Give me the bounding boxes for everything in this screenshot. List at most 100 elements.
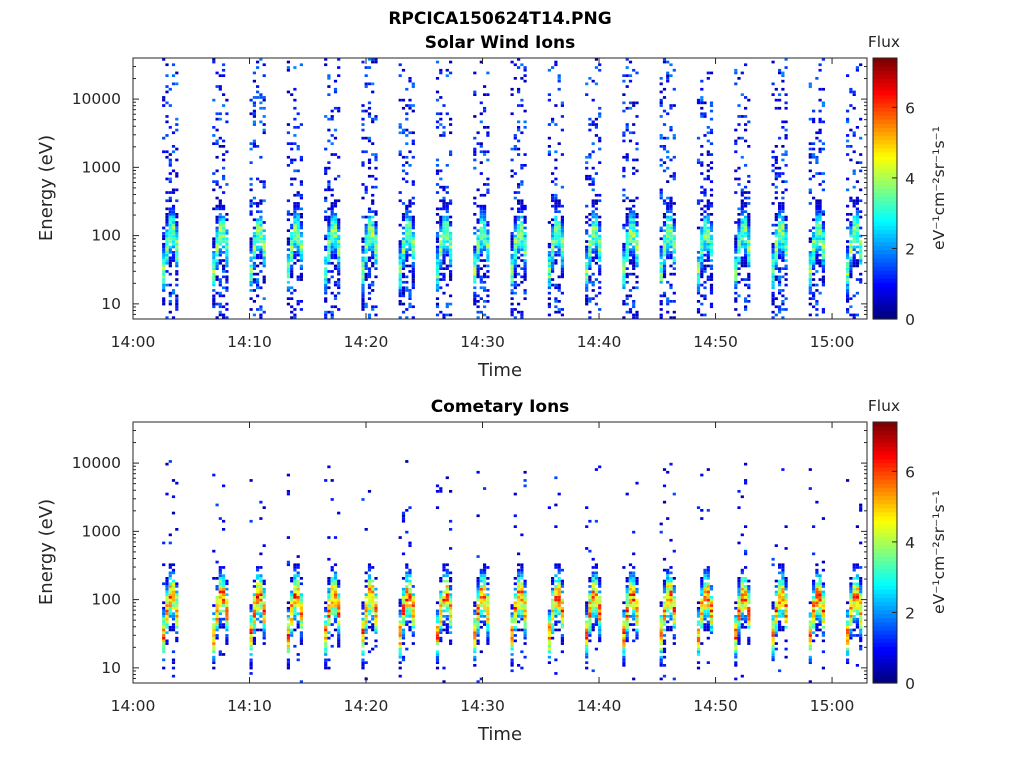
spectrogram-cell xyxy=(855,202,859,205)
spectrogram-cell xyxy=(293,256,297,260)
spectrogram-cell xyxy=(411,596,415,599)
spectrogram-cell xyxy=(162,275,166,279)
spectrogram-cell xyxy=(374,615,378,618)
spectrogram-cell xyxy=(225,183,229,186)
spectrogram-cell xyxy=(262,590,266,594)
spectrogram-cell xyxy=(337,58,341,61)
spectrogram-cell xyxy=(744,305,748,309)
spectrogram-cell xyxy=(513,525,517,528)
spectrogram-cell xyxy=(547,256,551,260)
spectrogram-cell xyxy=(296,145,300,148)
spectrogram-cell xyxy=(212,639,216,643)
spectrogram-cell xyxy=(744,256,748,260)
spectrogram-cell xyxy=(551,278,555,281)
spectrogram-cell xyxy=(622,661,626,664)
spectrogram-cell xyxy=(706,253,710,257)
spectrogram-cell xyxy=(588,248,592,251)
spectrogram-cell xyxy=(483,85,487,88)
spectrogram-cell xyxy=(662,58,667,61)
spectrogram-cell xyxy=(523,636,527,640)
spectrogram-cell xyxy=(162,280,166,284)
spectrogram-cell xyxy=(364,248,368,251)
spectrogram-cell xyxy=(523,620,527,624)
spectrogram-cell xyxy=(286,560,290,564)
spectrogram-cell xyxy=(666,155,670,159)
spectrogram-cell xyxy=(364,234,368,238)
spectrogram-cell xyxy=(259,93,263,96)
spectrogram-cell xyxy=(361,305,365,309)
spectrogram-cell xyxy=(520,215,524,219)
spectrogram-cell xyxy=(483,272,487,276)
spectrogram-cell xyxy=(513,316,517,319)
spectrogram-cell xyxy=(262,98,266,102)
spectrogram-cell xyxy=(778,106,782,110)
spectrogram-cell xyxy=(594,66,598,69)
spectrogram-cell xyxy=(666,470,670,474)
spectrogram-cell xyxy=(212,625,216,629)
spectrogram-cell xyxy=(168,191,172,194)
spectrogram-cell xyxy=(672,677,676,681)
spectrogram-cell xyxy=(324,210,328,213)
spectrogram-cell xyxy=(218,215,222,219)
spectrogram-cell xyxy=(744,264,748,268)
spectrogram-cell xyxy=(262,123,266,126)
spectrogram-cell xyxy=(361,661,365,664)
spectrogram-cell xyxy=(672,291,676,295)
spectrogram-cell xyxy=(513,601,517,605)
spectrogram-cell xyxy=(175,237,179,241)
spectrogram-cell xyxy=(401,294,406,298)
spectrogram-cell xyxy=(672,587,676,591)
spectrogram-cell xyxy=(744,300,748,303)
spectrogram-cell xyxy=(598,308,602,311)
spectrogram-cell xyxy=(560,642,564,645)
spectrogram-cell xyxy=(703,280,707,284)
spectrogram-cell xyxy=(259,305,263,309)
spectrogram-cell xyxy=(557,300,561,303)
spectrogram-cell xyxy=(165,215,169,219)
y-tick-label: 10000 xyxy=(72,90,121,108)
spectrogram-cell xyxy=(364,185,368,189)
spectrogram-cell xyxy=(486,615,490,618)
spectrogram-cell xyxy=(215,221,219,224)
spectrogram-cell xyxy=(778,229,782,232)
spectrogram-cell xyxy=(405,598,409,602)
spectrogram-cell xyxy=(815,221,819,224)
spectrogram-cell xyxy=(449,519,453,523)
spectrogram-cell xyxy=(774,196,778,200)
spectrogram-cell xyxy=(821,280,825,284)
spectrogram-cell xyxy=(747,174,751,178)
spectrogram-cell xyxy=(371,598,375,602)
spectrogram-cell xyxy=(560,615,564,618)
spectrogram-cell xyxy=(818,215,822,219)
colorbar-segment xyxy=(873,164,897,169)
spectrogram-cell xyxy=(554,237,558,241)
spectrogram-cell xyxy=(734,300,738,303)
spectrogram-cell xyxy=(476,294,480,298)
spectrogram-cell xyxy=(215,625,219,629)
spectrogram-cell xyxy=(774,166,778,170)
spectrogram-cell xyxy=(479,278,483,281)
spectrogram-cell xyxy=(846,188,850,192)
spectrogram-cell xyxy=(520,164,524,167)
spectrogram-cell xyxy=(476,259,480,262)
spectrogram-cell xyxy=(709,71,714,75)
spectrogram-cell xyxy=(222,204,226,208)
spectrogram-cell xyxy=(669,202,673,205)
spectrogram-cell xyxy=(398,628,402,632)
spectrogram-cell xyxy=(852,106,856,110)
spectrogram-cell xyxy=(401,655,406,659)
spectrogram-cell xyxy=(672,229,676,232)
spectrogram-cell xyxy=(554,196,558,200)
spectrogram-cell xyxy=(337,604,341,607)
spectrogram-cell xyxy=(337,582,341,586)
spectrogram-cell xyxy=(669,204,673,208)
spectrogram-cell xyxy=(175,213,179,216)
spectrogram-cell xyxy=(479,598,483,602)
spectrogram-cell xyxy=(296,574,300,577)
spectrogram-cell xyxy=(700,199,704,203)
spectrogram-cell xyxy=(486,183,490,186)
spectrogram-cell xyxy=(215,604,219,607)
spectrogram-cell xyxy=(333,204,338,208)
spectrogram-cell xyxy=(449,609,453,613)
spectrogram-cell xyxy=(557,582,561,586)
